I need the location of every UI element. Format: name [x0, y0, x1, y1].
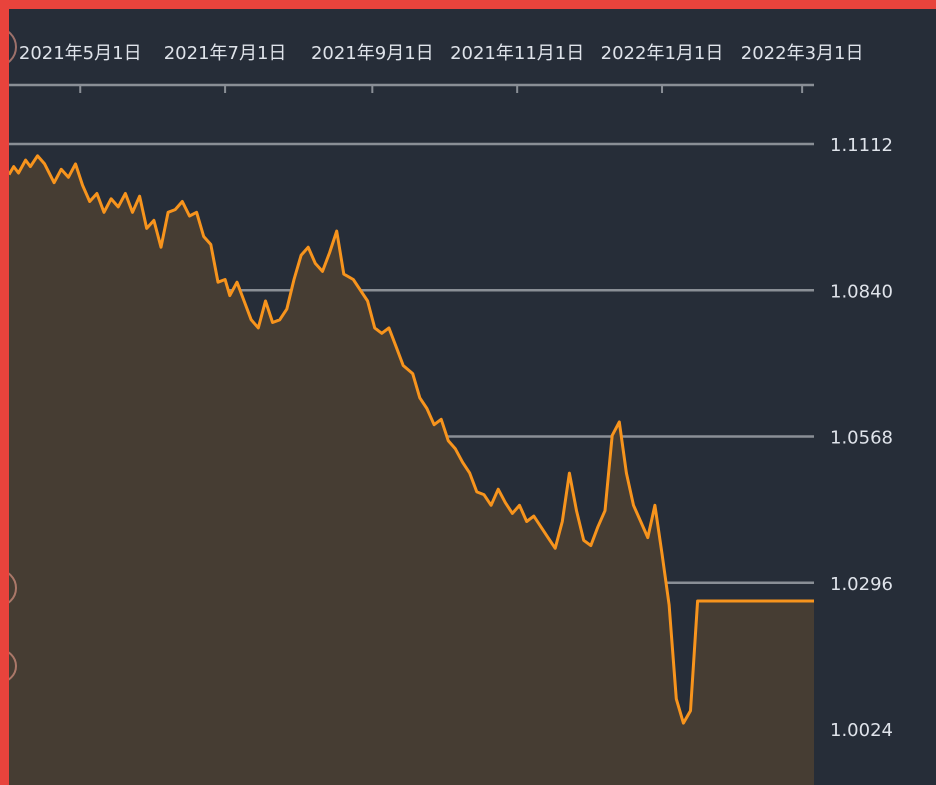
x-tick-label: 2021年5月1日 — [19, 43, 142, 64]
y-tick-label: 1.0296 — [830, 574, 893, 595]
x-tick-label: 2022年3月1日 — [741, 43, 864, 64]
y-tick-label: 1.1112 — [830, 135, 893, 156]
y-tick-label: 1.0840 — [830, 281, 893, 302]
chart-panel: 2021年5月1日 2021年7月1日 2021年9月1日 2021年11月1日 202… — [9, 9, 936, 785]
area-fill — [9, 155, 814, 785]
x-tick-label: 2021年7月1日 — [164, 43, 287, 64]
x-axis: 2021年5月1日 2021年7月1日 2021年9月1日 2021年11月1日 202… — [9, 43, 863, 93]
area-fill-layer — [9, 154, 814, 785]
y-axis: 1.1112 1.0840 1.0568 1.0296 1.0024 — [830, 135, 893, 741]
series-line — [9, 154, 814, 725]
exchange-rate-area-chart: 2021年5月1日 2021年7月1日 2021年9月1日 2021年11月1日 202… — [9, 43, 893, 785]
x-tick-label: 2021年11月1日 — [450, 43, 584, 64]
y-tick-label: 1.0024 — [830, 720, 893, 741]
x-tick-label: 2022年1月1日 — [601, 43, 724, 64]
x-tick-label: 2021年9月1日 — [311, 43, 434, 64]
y-tick-label: 1.0568 — [830, 428, 893, 449]
